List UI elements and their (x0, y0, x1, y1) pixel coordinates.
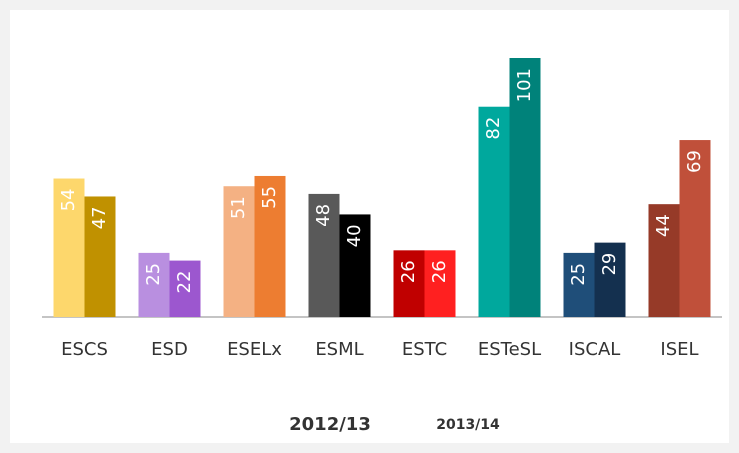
x-tick-label: ESTeSL (478, 339, 541, 360)
data-label: 44 (653, 214, 674, 237)
data-label: 25 (568, 263, 589, 286)
data-label: 82 (483, 117, 504, 140)
data-label: 25 (143, 263, 164, 286)
data-label: 29 (599, 253, 620, 276)
data-label: 22 (174, 271, 195, 294)
x-tick-label: ISEL (660, 339, 698, 360)
data-label: 26 (429, 260, 450, 283)
bar (509, 58, 541, 317)
bar (223, 186, 255, 317)
data-label: 55 (259, 186, 280, 209)
x-tick-label: ISCAL (569, 339, 621, 360)
x-tick-label: ESELx (227, 339, 282, 360)
x-tick-label: ESML (315, 339, 363, 360)
x-tick-label: ESTC (402, 339, 447, 360)
data-label: 54 (58, 189, 79, 212)
bar (339, 214, 371, 317)
x-tick-label: ESCS (61, 339, 108, 360)
bar (478, 106, 510, 317)
bar (424, 250, 456, 317)
bar (254, 175, 286, 317)
bar (563, 252, 595, 317)
bar (169, 260, 201, 317)
data-label: 101 (514, 68, 535, 102)
data-label: 40 (344, 224, 365, 247)
bar (393, 250, 425, 317)
data-label: 47 (89, 206, 110, 229)
data-label: 69 (684, 150, 705, 173)
bar (138, 252, 170, 317)
x-tick-label: ESD (151, 339, 188, 360)
data-label: 51 (228, 196, 249, 219)
bar (648, 204, 680, 317)
bar (679, 140, 711, 317)
legend-entry: 2012/13 (289, 414, 371, 435)
bar (53, 178, 85, 317)
bar (594, 242, 626, 317)
legend-entry: 2013/14 (436, 417, 500, 433)
data-label: 26 (398, 260, 419, 283)
data-label: 48 (313, 204, 334, 227)
bar (308, 193, 340, 317)
bar (84, 196, 116, 317)
